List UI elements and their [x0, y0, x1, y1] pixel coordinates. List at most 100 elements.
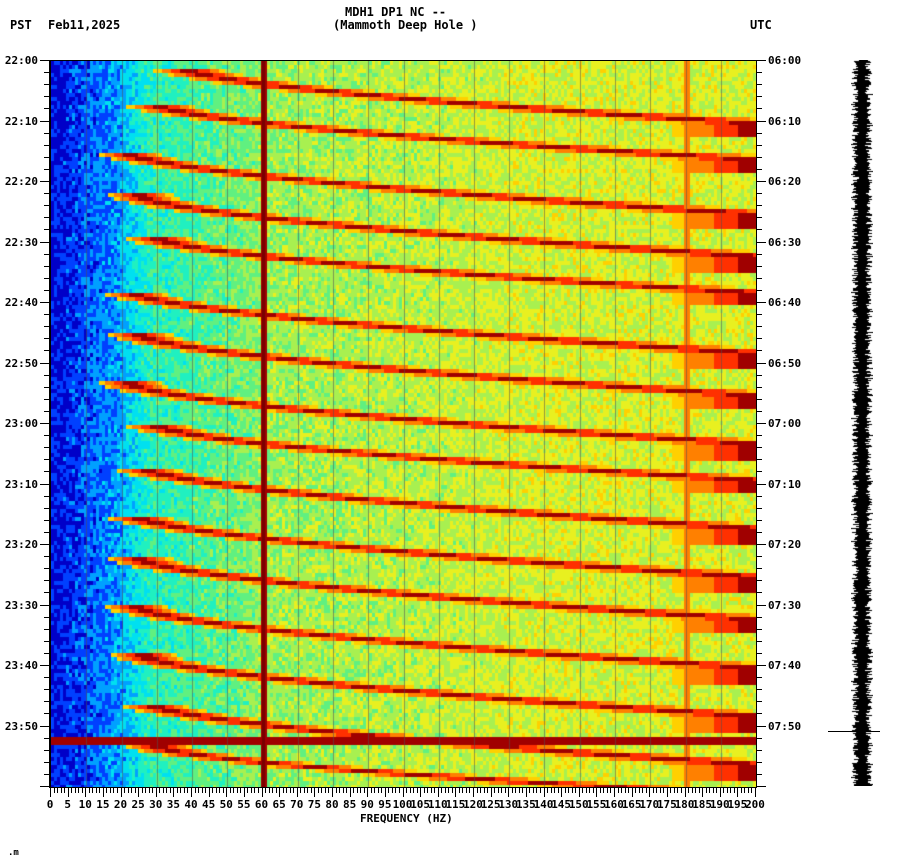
frequency-tick — [350, 788, 351, 797]
timezone-left-label: PST — [10, 18, 32, 32]
frequency-tick — [187, 788, 188, 793]
frequency-tick — [269, 788, 270, 793]
axis-tick — [757, 496, 762, 497]
axis-tick — [44, 266, 49, 267]
axis-tick — [40, 605, 49, 606]
frequency-tick — [226, 788, 227, 797]
frequency-tick — [431, 788, 432, 793]
frequency-tick — [191, 788, 192, 797]
spectrogram-canvas — [51, 61, 756, 787]
frequency-tick — [121, 788, 122, 797]
axis-tick — [44, 580, 49, 581]
frequency-tick — [677, 788, 678, 793]
frequency-tick — [515, 788, 516, 793]
axis-tick — [757, 411, 762, 412]
frequency-tick-label: 200 — [745, 798, 765, 811]
frequency-tick-label: 125 — [480, 798, 501, 811]
axis-tick — [44, 471, 49, 472]
frequency-tick — [469, 788, 470, 793]
axis-tick — [44, 459, 49, 460]
axis-tick — [757, 290, 762, 291]
frequency-tick — [96, 788, 97, 793]
frequency-tick — [663, 788, 664, 793]
axis-tick — [44, 399, 49, 400]
frequency-tick — [720, 788, 721, 797]
frequency-tick — [367, 788, 368, 797]
frequency-tick — [445, 788, 446, 793]
frequency-tick — [603, 788, 604, 793]
time-tick-label-utc: 07:50 — [768, 719, 802, 733]
frequency-tick — [272, 788, 273, 793]
frequency-tick-label: 90 — [360, 798, 374, 811]
axis-tick — [757, 229, 762, 230]
frequency-tick — [540, 788, 541, 793]
frequency-tick — [607, 788, 608, 793]
frequency-tick — [413, 788, 414, 793]
frequency-tick-label: 10 — [78, 798, 92, 811]
frequency-tick — [512, 788, 513, 793]
frequency-tick — [529, 788, 530, 793]
axis-tick — [757, 278, 762, 279]
time-tick-label-pst: 22:40 — [4, 296, 38, 309]
axis-tick — [44, 617, 49, 618]
axis-tick — [44, 338, 49, 339]
frequency-tick — [547, 788, 548, 793]
frequency-tick — [110, 788, 111, 793]
frequency-tick — [751, 788, 752, 793]
frequency-tick — [508, 788, 509, 797]
frequency-tick-label: 165 — [621, 798, 642, 811]
axis-tick — [44, 72, 49, 73]
axis-tick — [757, 750, 762, 751]
frequency-tick — [699, 788, 700, 793]
frequency-tick — [177, 788, 178, 793]
axis-tick — [757, 217, 762, 218]
axis-tick — [44, 774, 49, 775]
axis-tick — [44, 713, 49, 714]
axis-tick — [757, 108, 762, 109]
axis-tick — [757, 738, 762, 739]
frequency-tick — [452, 788, 453, 793]
axis-tick — [757, 181, 766, 182]
axis-tick — [757, 471, 762, 472]
axis-tick — [44, 108, 49, 109]
axis-tick — [40, 181, 49, 182]
frequency-tick — [533, 788, 534, 793]
frequency-tick — [568, 788, 569, 793]
axis-tick — [44, 520, 49, 521]
axis-tick — [44, 278, 49, 279]
time-tick-label-pst: 23:20 — [4, 538, 38, 551]
frequency-tick — [642, 788, 643, 793]
frequency-tick — [57, 788, 58, 793]
frequency-tick — [276, 788, 277, 793]
axis-tick — [757, 617, 762, 618]
frequency-tick — [498, 788, 499, 793]
axis-tick — [757, 157, 762, 158]
frequency-tick — [420, 788, 421, 797]
frequency-tick — [92, 788, 93, 793]
axis-tick — [44, 568, 49, 569]
frequency-tick — [723, 788, 724, 793]
frequency-tick-label: 195 — [727, 798, 748, 811]
axis-tick — [44, 387, 49, 388]
frequency-tick — [586, 788, 587, 793]
axis-tick — [757, 302, 766, 303]
frequency-tick — [307, 788, 308, 793]
frequency-tick — [385, 788, 386, 797]
axis-tick — [40, 786, 49, 787]
axis-tick — [757, 774, 762, 775]
frequency-tick — [233, 788, 234, 793]
axis-tick — [44, 689, 49, 690]
frequency-tick-label: 80 — [325, 798, 339, 811]
frequency-tick — [593, 788, 594, 793]
frequency-tick — [730, 788, 731, 793]
frequency-tick — [318, 788, 319, 793]
axis-tick — [757, 96, 762, 97]
frequency-tick-label: 40 — [184, 798, 198, 811]
axis-tick — [44, 411, 49, 412]
axis-tick — [40, 423, 49, 424]
frequency-tick-label: 135 — [515, 798, 536, 811]
frequency-tick-label: 180 — [674, 798, 695, 811]
frequency-tick — [247, 788, 248, 793]
frequency-tick-label: 105 — [410, 798, 431, 811]
frequency-tick — [279, 788, 280, 797]
